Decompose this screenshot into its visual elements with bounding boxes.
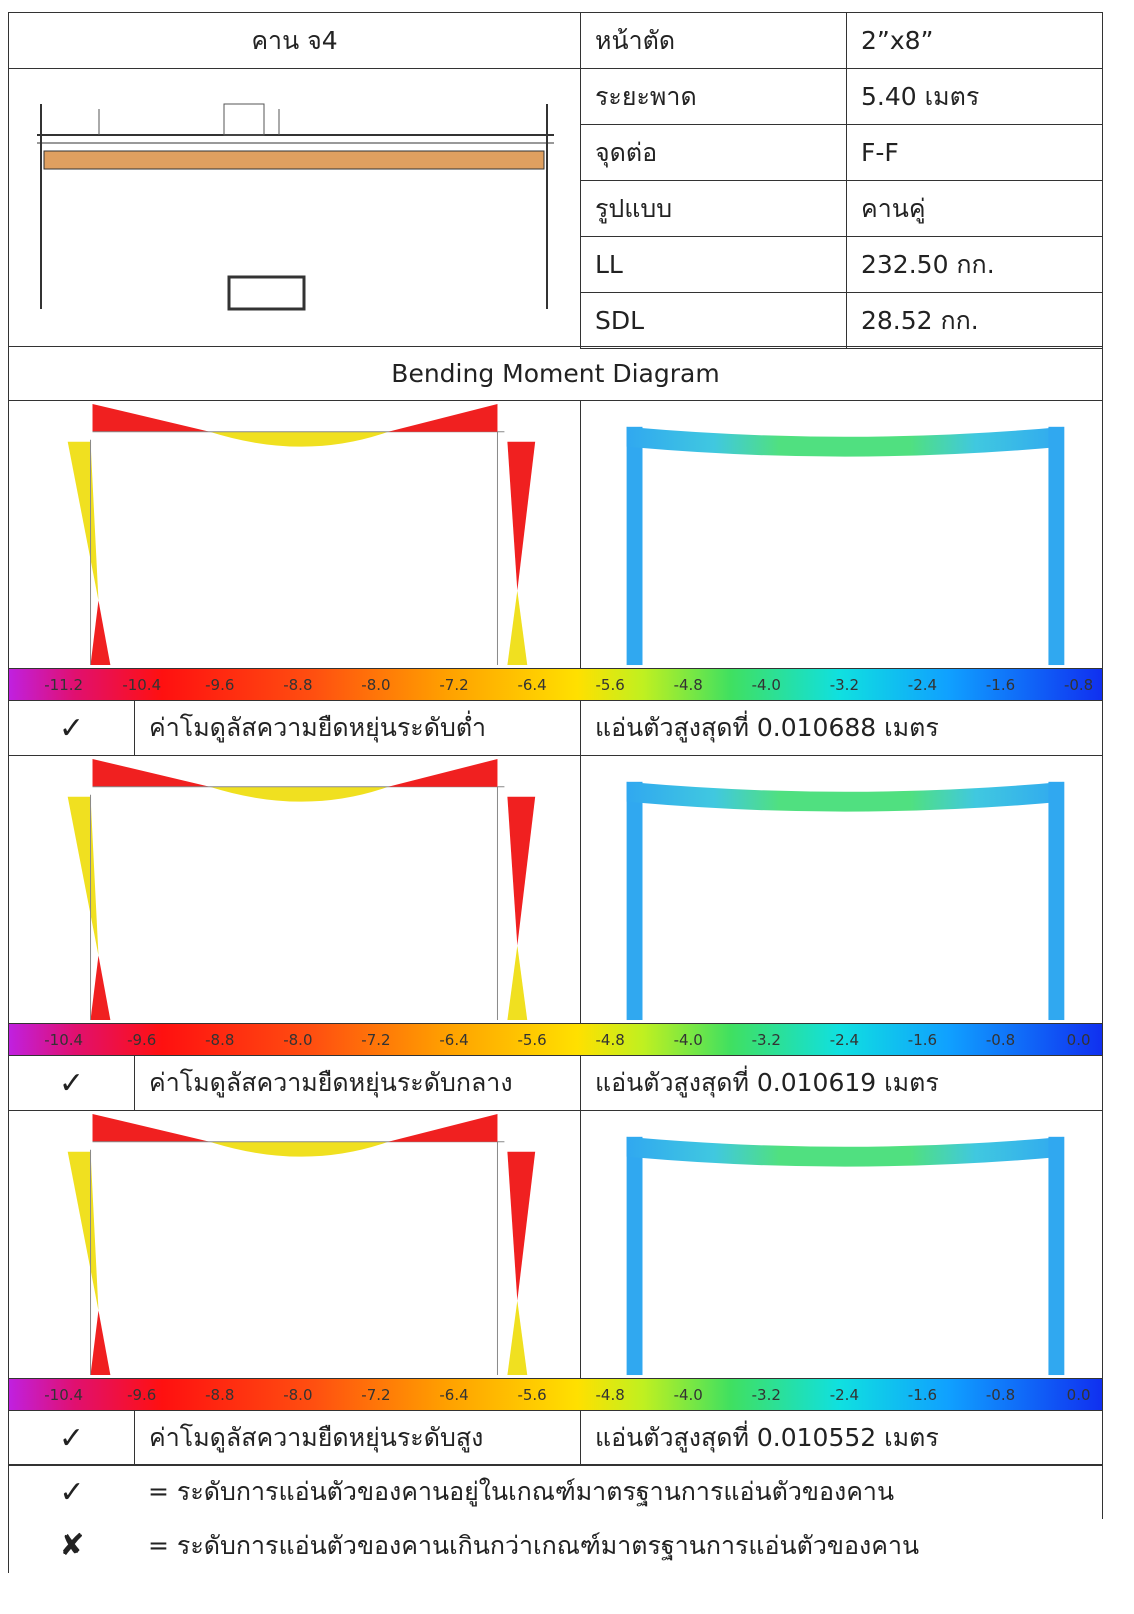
scale-label: -3.2 [751, 1385, 781, 1404]
deflection-diagram [580, 400, 1103, 669]
scale-label: -6.4 [439, 1030, 469, 1049]
legend-text: = ระดับการแอ่นตัวของคานอยู่ในเกณฑ์มาตรฐา… [134, 1464, 1103, 1519]
moment-shape [67, 1112, 536, 1376]
scale-label: -9.6 [127, 1030, 157, 1049]
scale-label: -8.8 [205, 1385, 235, 1404]
deflection-diagram [580, 1110, 1103, 1379]
prop-value: 28.52 กก. [846, 292, 1103, 349]
color-scale: -11.2 -10.4 -9.6 -8.8 -8.0 -7.2 -6.4 -5.6 -4.8 -4… [8, 668, 1103, 701]
legend-text: = ระดับการแอ่นตัวของคานเกินกว่าเกณฑ์มาตร… [148, 1530, 920, 1560]
scale-label: -5.6 [517, 1385, 547, 1404]
scale-label: -6.4 [517, 675, 547, 694]
max-deflection: แอ่นตัวสูงสุดที่ 0.010619 เมตร [580, 1055, 1103, 1111]
modulus-level: ค่าโมดูลัสความยืดหยุ่นระดับสูง [134, 1410, 581, 1466]
scale-label: -7.2 [361, 1385, 391, 1404]
scale-label: -0.8 [985, 1385, 1016, 1404]
prop-label: จุดต่อ [580, 124, 847, 181]
moment-diagram [8, 755, 581, 1024]
defl-shape [626, 781, 1065, 1020]
scale-label: -1.6 [907, 1385, 938, 1404]
prop-label: SDL [580, 292, 847, 349]
prop-value: 232.50 กก. [846, 236, 1103, 293]
legend-symbol: ✓ [8, 1464, 135, 1519]
prop-label: LL [580, 236, 847, 293]
scale-label: -2.4 [907, 675, 938, 694]
moment-diagram [8, 1110, 581, 1379]
scale-label: -1.6 [985, 675, 1016, 694]
scale-label: -10.4 [44, 1385, 84, 1404]
scale-label: 0.0 [1066, 1030, 1091, 1049]
moment-diagram [8, 400, 581, 669]
defl-shape [626, 1136, 1065, 1375]
scale-label: -4.8 [673, 675, 703, 694]
scale-label: -6.4 [439, 1385, 469, 1404]
prop-value: คานคู่ [846, 180, 1103, 237]
scale-label: -3.2 [829, 675, 859, 694]
scale-label: -9.6 [205, 675, 235, 694]
prop-value: 5.40 เมตร [846, 68, 1103, 125]
scale-label: -9.6 [127, 1385, 157, 1404]
scale-label: -10.4 [44, 1030, 84, 1049]
scale-label: -4.0 [751, 675, 781, 694]
scale-label: -4.8 [595, 1030, 625, 1049]
beam-name: คาน จ4 [8, 12, 581, 69]
deflection-diagram [580, 755, 1103, 1024]
check-mark: ✓ [8, 1055, 135, 1111]
scale-label: -7.2 [439, 675, 469, 694]
scale-label: -8.0 [361, 675, 391, 694]
modulus-level: ค่าโมดูลัสความยืดหยุ่นระดับกลาง [134, 1055, 581, 1111]
scale-label: -4.0 [673, 1385, 703, 1404]
prop-value: 2”x8” [846, 12, 1103, 69]
scale-label: -5.6 [517, 1030, 547, 1049]
beam-drawing [37, 103, 554, 311]
scale-label: -4.0 [673, 1030, 703, 1049]
prop-label: ระยะพาด [580, 68, 847, 125]
beam-image [8, 68, 581, 347]
scale-label: -2.4 [829, 1385, 859, 1404]
prop-label: รูปแบบ [580, 180, 847, 237]
check-mark: ✓ [8, 1410, 135, 1466]
scale-label: -5.6 [595, 675, 625, 694]
scale-label: -8.8 [283, 675, 313, 694]
scale-label: -3.2 [751, 1030, 781, 1049]
scale-label: 0.0 [1066, 1385, 1091, 1404]
scale-label: -0.8 [1063, 675, 1094, 694]
scale-label: -0.8 [985, 1030, 1016, 1049]
moment-shape [67, 402, 536, 666]
scale-label: -8.8 [205, 1030, 235, 1049]
scale-label: -8.0 [283, 1385, 313, 1404]
section-title: Bending Moment Diagram [8, 346, 1103, 401]
scale-label: -1.6 [907, 1030, 938, 1049]
color-scale: -10.4 -9.6 -8.8 -8.0 -7.2 -6.4 -5.6 -4.8 -4.0 -3.… [8, 1378, 1103, 1411]
scale-label: -2.4 [829, 1030, 859, 1049]
prop-label: หน้าตัด [580, 12, 847, 69]
check-mark: ✓ [8, 700, 135, 756]
modulus-level: ค่าโมดูลัสความยืดหยุ่นระดับต่ำ [134, 700, 581, 756]
scale-label: -8.0 [283, 1030, 313, 1049]
max-deflection: แอ่นตัวสูงสุดที่ 0.010688 เมตร [580, 700, 1103, 756]
color-scale: -10.4 -9.6 -8.8 -8.0 -7.2 -6.4 -5.6 -4.8 -4.0 -3.… [8, 1023, 1103, 1056]
scale-label: -4.8 [595, 1385, 625, 1404]
scale-label: -11.2 [44, 675, 84, 694]
scale-label: -10.4 [122, 675, 162, 694]
legend-symbol: ✘ [8, 1518, 135, 1573]
max-deflection: แอ่นตัวสูงสุดที่ 0.010552 เมตร [580, 1410, 1103, 1466]
moment-shape [67, 757, 536, 1021]
prop-value: F-F [846, 124, 1103, 181]
defl-shape [626, 426, 1065, 665]
scale-label: -7.2 [361, 1030, 391, 1049]
